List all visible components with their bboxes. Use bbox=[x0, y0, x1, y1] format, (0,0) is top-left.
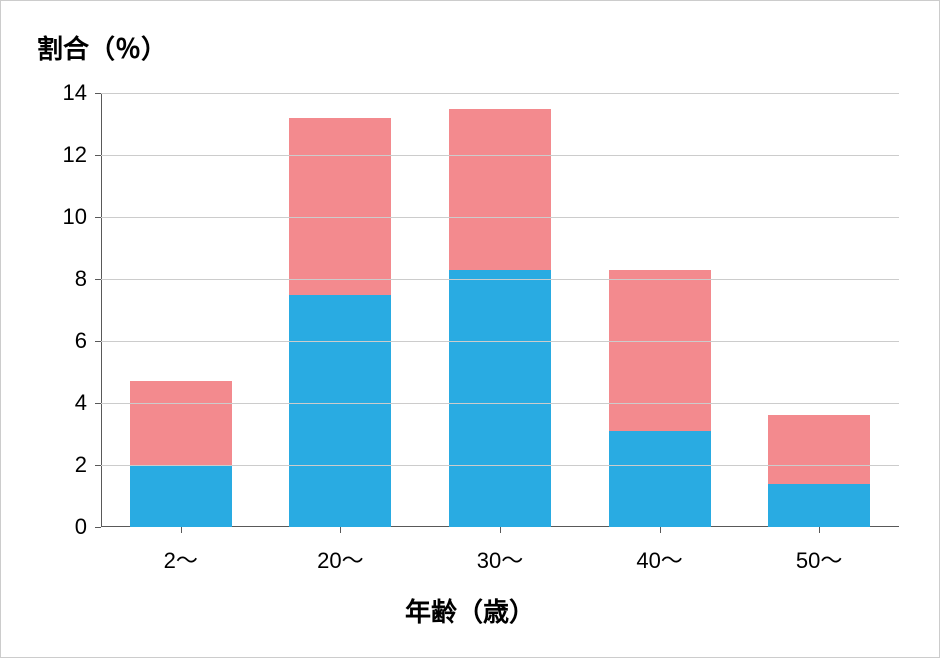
bar-segment-series-pink bbox=[289, 118, 391, 295]
gridline bbox=[101, 93, 899, 94]
bar-segment-series-pink bbox=[768, 415, 870, 483]
bar-group: 2～ bbox=[130, 93, 232, 527]
stacked-bar-chart: 割合（％） 2～20～30～40～50～ 02468101214 年齢（歳） bbox=[0, 0, 940, 658]
bar-group: 50～ bbox=[768, 93, 870, 527]
y-axis-title: 割合（％） bbox=[37, 29, 167, 66]
bar-segment-series-blue bbox=[609, 431, 711, 527]
gridline bbox=[101, 279, 899, 280]
x-tick-label: 30～ bbox=[477, 527, 523, 575]
gridline bbox=[101, 465, 899, 466]
y-tick-mark bbox=[95, 93, 101, 94]
bar-group: 20～ bbox=[289, 93, 391, 527]
bar-segment-series-blue bbox=[768, 484, 870, 527]
bar-segment-series-blue bbox=[130, 465, 232, 527]
y-tick-mark bbox=[95, 465, 101, 466]
x-tick-label: 50～ bbox=[796, 527, 842, 575]
y-tick-mark bbox=[95, 217, 101, 218]
x-tick-mark bbox=[819, 527, 820, 533]
x-tick-mark bbox=[181, 527, 182, 533]
y-tick-mark bbox=[95, 527, 101, 528]
gridline bbox=[101, 341, 899, 342]
bar-segment-series-blue bbox=[449, 270, 551, 527]
bar-group: 30～ bbox=[449, 93, 551, 527]
bar-group: 40～ bbox=[609, 93, 711, 527]
gridline bbox=[101, 217, 899, 218]
plot-area: 2～20～30～40～50～ 02468101214 bbox=[101, 93, 899, 527]
x-tick-label: 40～ bbox=[636, 527, 682, 575]
bar-segment-series-pink bbox=[130, 381, 232, 465]
bar-segment-series-pink bbox=[449, 109, 551, 270]
x-tick-mark bbox=[500, 527, 501, 533]
x-axis-title: 年齢（歳） bbox=[1, 592, 939, 629]
y-tick-mark bbox=[95, 155, 101, 156]
x-tick-mark bbox=[660, 527, 661, 533]
bars-area: 2～ 20～ 30～ 40～ 50～ bbox=[101, 93, 899, 527]
y-tick-mark bbox=[95, 403, 101, 404]
bar-segment-series-pink bbox=[609, 270, 711, 431]
bar-segment-series-blue bbox=[289, 295, 391, 528]
y-tick-mark bbox=[95, 341, 101, 342]
y-tick-mark bbox=[95, 279, 101, 280]
gridline bbox=[101, 403, 899, 404]
x-tick-mark bbox=[340, 527, 341, 533]
x-tick-label: 2～ bbox=[164, 527, 198, 575]
gridline bbox=[101, 155, 899, 156]
x-tick-label: 20～ bbox=[317, 527, 363, 575]
